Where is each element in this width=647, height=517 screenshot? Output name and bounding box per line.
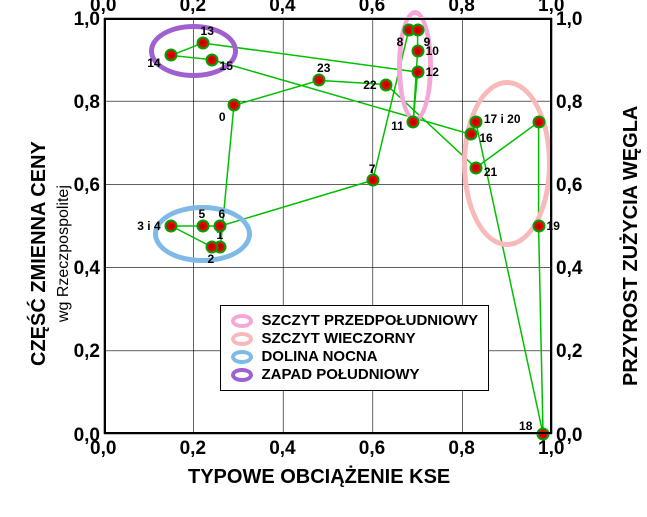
y-tick-left: 0,8 (74, 92, 100, 114)
y-tick-right: 0,6 (556, 175, 582, 197)
data-point-12 (411, 66, 424, 79)
data-point-6 (214, 220, 227, 233)
x-tick-top: 0,2 (180, 0, 206, 17)
legend-label: ZAPAD POŁUDNIOWY (261, 366, 419, 384)
legend-item: SZCZYT WIECZORNY (231, 330, 478, 348)
y-right-axis-title: PRZYROST ZUŻYCIA WĘGLAna produkcję jedne… (620, 106, 647, 386)
legend-label: SZCZYT WIECZORNY (261, 330, 415, 348)
data-point-21 (469, 161, 482, 174)
legend-swatch (231, 368, 253, 382)
data-point-0 (227, 99, 240, 112)
y-tick-left: 0,0 (74, 425, 100, 447)
legend-item: ZAPAD POŁUDNIOWY (231, 366, 478, 384)
legend-label: SZCZYT PRZEDPOŁUDNIOWY (261, 312, 478, 330)
legend-swatch (231, 332, 253, 346)
legend-item: SZCZYT PRZEDPOŁUDNIOWY (231, 312, 478, 330)
data-point-17 (469, 116, 482, 129)
y-tick-left: 0,6 (74, 175, 100, 197)
y-tick-right: 0,2 (556, 341, 582, 363)
data-point-15 (205, 53, 218, 66)
data-point-23 (313, 74, 326, 87)
data-point-16 (465, 128, 478, 141)
data-point-22 (380, 78, 393, 91)
y-tick-right: 0,8 (556, 92, 582, 114)
y-tick-right: 0,4 (556, 258, 582, 280)
legend-label: DOLINA NOCNA (261, 348, 377, 366)
x-tick-bottom: 1,0 (538, 438, 564, 460)
legend: SZCZYT PRZEDPOŁUDNIOWYSZCZYT WIECZORNYDO… (220, 305, 489, 391)
x-axis-title: TYPOWE OBCIĄŻENIE KSE (188, 466, 450, 489)
y-left-axis-title: CZĘŚĆ ZMIENNA CENYwg Rzeczpospolitej (28, 141, 74, 366)
data-point-3 (165, 220, 178, 233)
legend-swatch (231, 314, 253, 328)
y-tick-right: 1,0 (556, 9, 582, 31)
data-point-19 (532, 220, 545, 233)
legend-item: DOLINA NOCNA (231, 348, 478, 366)
data-point-10 (411, 45, 424, 58)
data-point-2 (205, 240, 218, 253)
x-tick-top: 0,8 (448, 0, 474, 17)
x-tick-bottom: 0,6 (359, 438, 385, 460)
x-tick-bottom: 0,8 (448, 438, 474, 460)
x-tick-top: 0,4 (269, 0, 295, 17)
data-point-14 (165, 49, 178, 62)
legend-swatch (231, 350, 253, 364)
chart-container: { "layout": { "width": 647, "height": 51… (0, 0, 647, 517)
data-point-13 (196, 36, 209, 49)
x-tick-bottom: 0,2 (180, 438, 206, 460)
data-point-20 (532, 116, 545, 129)
x-tick-bottom: 0,4 (269, 438, 295, 460)
data-point-5 (196, 220, 209, 233)
data-point-7 (366, 174, 379, 187)
y-tick-left: 1,0 (74, 9, 100, 31)
x-tick-top: 0,6 (359, 0, 385, 17)
y-tick-left: 0,4 (74, 258, 100, 280)
data-point-9 (411, 24, 424, 37)
data-point-11 (407, 116, 420, 129)
y-tick-left: 0,2 (74, 341, 100, 363)
